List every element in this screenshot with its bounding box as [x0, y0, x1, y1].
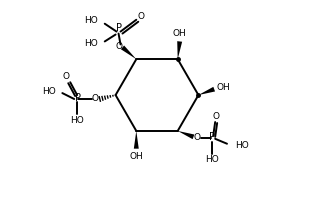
Text: O: O	[194, 133, 201, 142]
Text: HO: HO	[42, 87, 56, 96]
Text: P: P	[75, 93, 81, 103]
Text: HO: HO	[84, 16, 98, 25]
Text: O: O	[213, 112, 220, 121]
Polygon shape	[178, 131, 194, 139]
Text: O: O	[63, 72, 70, 81]
Text: HO: HO	[235, 141, 249, 150]
Text: OH: OH	[173, 29, 187, 38]
Text: HO: HO	[205, 155, 219, 164]
Text: O: O	[91, 94, 98, 104]
Text: OH: OH	[216, 83, 230, 92]
Text: HO: HO	[84, 39, 98, 48]
Text: O: O	[115, 42, 122, 51]
Polygon shape	[134, 131, 139, 149]
Text: O: O	[138, 12, 145, 21]
Polygon shape	[198, 87, 215, 95]
Polygon shape	[121, 46, 136, 59]
Text: P: P	[116, 23, 122, 33]
Text: OH: OH	[129, 152, 143, 161]
Text: HO: HO	[70, 116, 84, 125]
Text: P: P	[209, 132, 215, 142]
Polygon shape	[177, 41, 182, 59]
